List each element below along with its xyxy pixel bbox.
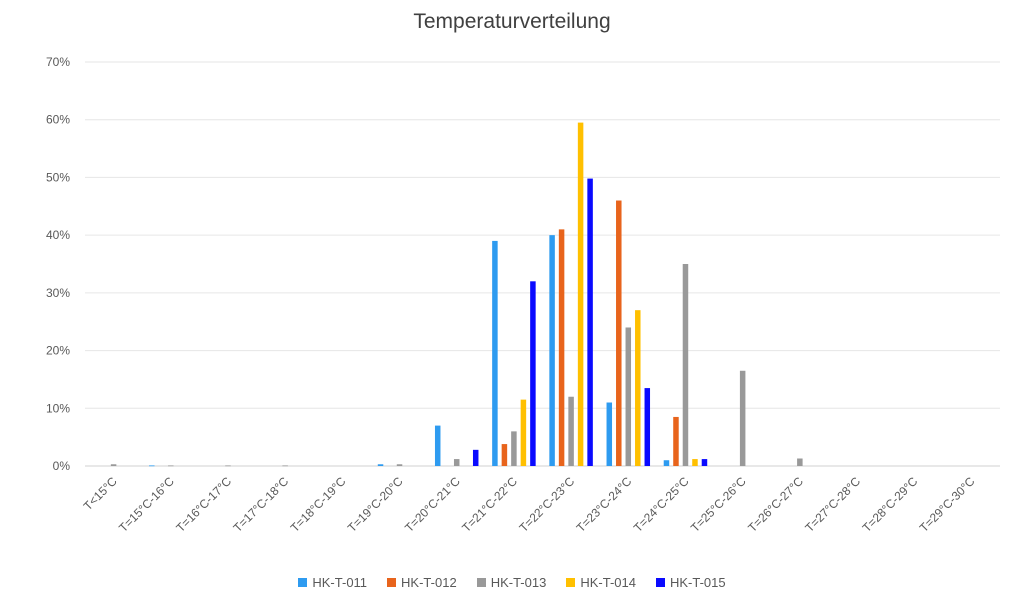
y-tick-label: 20% bbox=[46, 344, 70, 358]
bar bbox=[501, 444, 508, 466]
bar bbox=[168, 465, 174, 467]
x-tick-label: T<15°C bbox=[81, 474, 120, 513]
bar bbox=[663, 460, 670, 466]
legend-item: HK-T-014 bbox=[566, 575, 636, 590]
legend-swatch bbox=[387, 578, 397, 587]
bar bbox=[530, 281, 536, 466]
bar bbox=[625, 327, 632, 466]
legend-label: HK-T-011 bbox=[312, 575, 368, 590]
bar bbox=[644, 388, 651, 466]
bar bbox=[282, 465, 288, 467]
chart-title: Temperaturverteilung bbox=[413, 10, 611, 33]
legend-item: HK-T-015 bbox=[655, 575, 726, 590]
bar bbox=[568, 396, 574, 466]
legend-item: HK-T-012 bbox=[387, 575, 457, 590]
x-tick-label: T=18°C-19°C bbox=[288, 474, 349, 535]
bar bbox=[701, 459, 708, 466]
x-tick-label: T=29°C-30°C bbox=[917, 474, 978, 535]
x-tick-label: T=19°C-20°C bbox=[345, 474, 406, 535]
legend-label: HK-T-012 bbox=[401, 575, 457, 590]
y-tick-label: 0% bbox=[53, 459, 71, 473]
bar bbox=[492, 240, 498, 466]
bar bbox=[558, 229, 565, 466]
x-tick-label: T=22°C-23°C bbox=[516, 474, 577, 535]
y-tick-label: 30% bbox=[46, 286, 70, 300]
bar bbox=[682, 264, 689, 466]
bar bbox=[673, 416, 679, 466]
legend-swatch bbox=[566, 578, 576, 587]
bar bbox=[396, 464, 403, 466]
legend-item: HK-T-011 bbox=[298, 575, 367, 590]
bar bbox=[577, 122, 584, 466]
x-tick-label: T=27°C-28°C bbox=[802, 474, 863, 535]
y-tick-label: 60% bbox=[46, 113, 70, 127]
legend-swatch bbox=[476, 578, 486, 587]
legend-label: HK-T-014 bbox=[580, 575, 636, 590]
bar bbox=[511, 431, 517, 466]
legend-item: HK-T-013 bbox=[476, 575, 547, 590]
bar bbox=[434, 425, 441, 466]
legend-label: HK-T-015 bbox=[669, 575, 726, 590]
x-tick-label: T=24°C-25°C bbox=[631, 474, 692, 535]
legend-label: HK-T-013 bbox=[490, 575, 547, 590]
bar bbox=[453, 459, 460, 466]
x-tick-label: T=25°C-26°C bbox=[688, 474, 749, 535]
legend-swatch bbox=[655, 578, 665, 587]
legend-swatch bbox=[298, 578, 308, 587]
x-tick-label: T=28°C-29°C bbox=[860, 474, 921, 535]
bar bbox=[149, 465, 155, 467]
bar bbox=[635, 310, 641, 466]
bar bbox=[606, 402, 613, 466]
x-tick-label: T=23°C-24°C bbox=[574, 474, 635, 535]
bar bbox=[472, 449, 479, 466]
bar bbox=[587, 178, 593, 466]
bar bbox=[225, 465, 231, 467]
bar bbox=[377, 464, 384, 466]
x-tick-label: T=17°C-18°C bbox=[230, 474, 291, 535]
bar bbox=[616, 200, 622, 466]
y-tick-label: 70% bbox=[46, 55, 70, 69]
y-tick-label: 50% bbox=[46, 170, 70, 184]
y-tick-label: 10% bbox=[46, 401, 70, 415]
legend: HK-T-011 HK-T-012 HK-T-013 HK-T-014 HK-T-015 bbox=[0, 575, 1024, 590]
bar bbox=[739, 370, 746, 466]
bar bbox=[692, 459, 698, 466]
x-tick-label: T=26°C-27°C bbox=[745, 474, 806, 535]
y-tick-label: 40% bbox=[46, 228, 70, 242]
bar bbox=[110, 464, 117, 466]
x-tick-label: T=20°C-21°C bbox=[402, 474, 463, 535]
x-tick-label: T=16°C-17°C bbox=[173, 474, 234, 535]
x-tick-label: T=15°C-16°C bbox=[116, 474, 177, 535]
x-tick-label: T=21°C-22°C bbox=[459, 474, 520, 535]
bar bbox=[520, 399, 527, 466]
bar bbox=[549, 235, 555, 466]
bar bbox=[797, 458, 803, 466]
